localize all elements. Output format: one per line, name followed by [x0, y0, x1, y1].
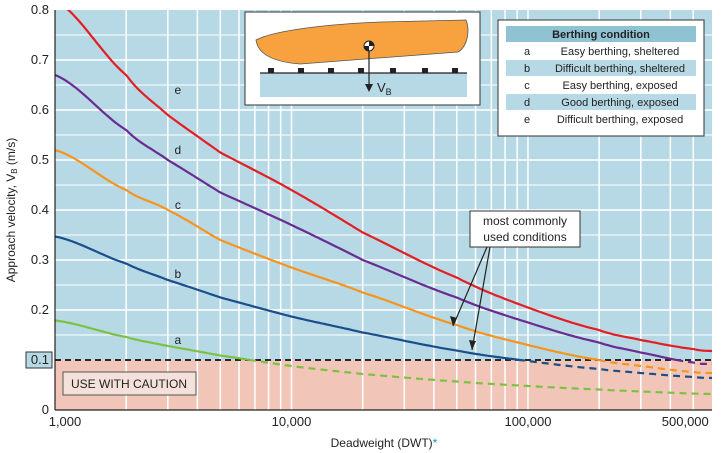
- y-tick-label: 0.4: [31, 202, 49, 217]
- annotation-arrowhead-c: [450, 316, 457, 326]
- y-axis-label: Approach velocity, VB (m/s): [4, 138, 19, 283]
- annotation-arrow-c: [452, 246, 488, 327]
- series-e-line: [66, 10, 712, 353]
- caution-text: USE WITH CAUTION: [71, 377, 187, 391]
- annotation-box: [469, 210, 581, 248]
- legend-key-c: c: [524, 80, 530, 92]
- curve-label-d: d: [174, 143, 181, 157]
- series-b-line: [55, 235, 519, 361]
- legend-row-bg: [506, 94, 696, 110]
- annotation-arrow-b: [471, 246, 491, 351]
- curve-label-c: c: [175, 198, 181, 212]
- x-tick-label: 100,000: [504, 414, 551, 429]
- caution-box: [62, 371, 197, 396]
- series-a-line: [55, 319, 250, 361]
- series-b-dashed: [517, 358, 712, 380]
- y-tick-label: 0.7: [31, 52, 49, 67]
- y-tick-label: 0.2: [31, 302, 49, 317]
- y-tick-label: 0.6: [31, 102, 49, 117]
- legend-label-c: Easy berthing, exposed: [563, 80, 678, 92]
- center-of-mass-icon: [363, 40, 375, 52]
- curve-label-a: a: [174, 333, 181, 347]
- velocity-symbol: VB: [377, 80, 392, 97]
- series-a-dashed: [248, 358, 712, 396]
- x-tick-label: 500,000: [662, 414, 709, 429]
- legend-title: Berthing condition: [552, 29, 650, 41]
- velocity-arrowhead-icon: [365, 84, 373, 92]
- ship-hull-icon: [255, 19, 469, 65]
- legend-key-d: d: [524, 97, 530, 109]
- legend-row-bg: [506, 60, 696, 76]
- y-tick-label: 0.1: [31, 352, 49, 367]
- y-tick-label: 0.8: [31, 2, 49, 17]
- series-c-line: [55, 148, 599, 361]
- ship-inset: VB: [244, 11, 481, 106]
- y-tick-label: 0.5: [31, 152, 49, 167]
- y-tick-label: 0.3: [31, 252, 49, 267]
- legend-label-b: Difficult berthing, sheltered: [555, 63, 685, 75]
- x-tick-label: 10,000: [272, 414, 312, 429]
- fender-icons: [268, 68, 458, 73]
- annotation-line-1: most commonly: [483, 214, 567, 228]
- annotation-arrowhead-b: [469, 340, 476, 350]
- legend-header-bg: [506, 26, 696, 42]
- legend-label-d: Good berthing, exposed: [561, 97, 678, 109]
- series-d-dashed: [676, 358, 712, 366]
- legend-label-a: Easy berthing, sheltered: [561, 46, 680, 58]
- x-tick-label: 1,000: [49, 414, 82, 429]
- legend-key-a: a: [524, 46, 531, 58]
- curve-label-e: e: [174, 83, 181, 97]
- inset-water: [260, 73, 467, 97]
- y-tick-box: [25, 351, 53, 369]
- curve-label-b: b: [174, 267, 181, 281]
- legend-key-e: e: [524, 114, 530, 126]
- legend-label-e: Difficult berthing, exposed: [557, 114, 683, 126]
- annotation-line-2: used conditions: [483, 230, 566, 244]
- y-tick-label: 0: [42, 402, 49, 417]
- legend: Berthing condition a Easy berthing, shelt…: [497, 19, 705, 137]
- series-d-line: [55, 73, 677, 361]
- x-axis-label: Deadweight (DWT)*: [331, 436, 438, 450]
- legend-key-b: b: [524, 63, 530, 75]
